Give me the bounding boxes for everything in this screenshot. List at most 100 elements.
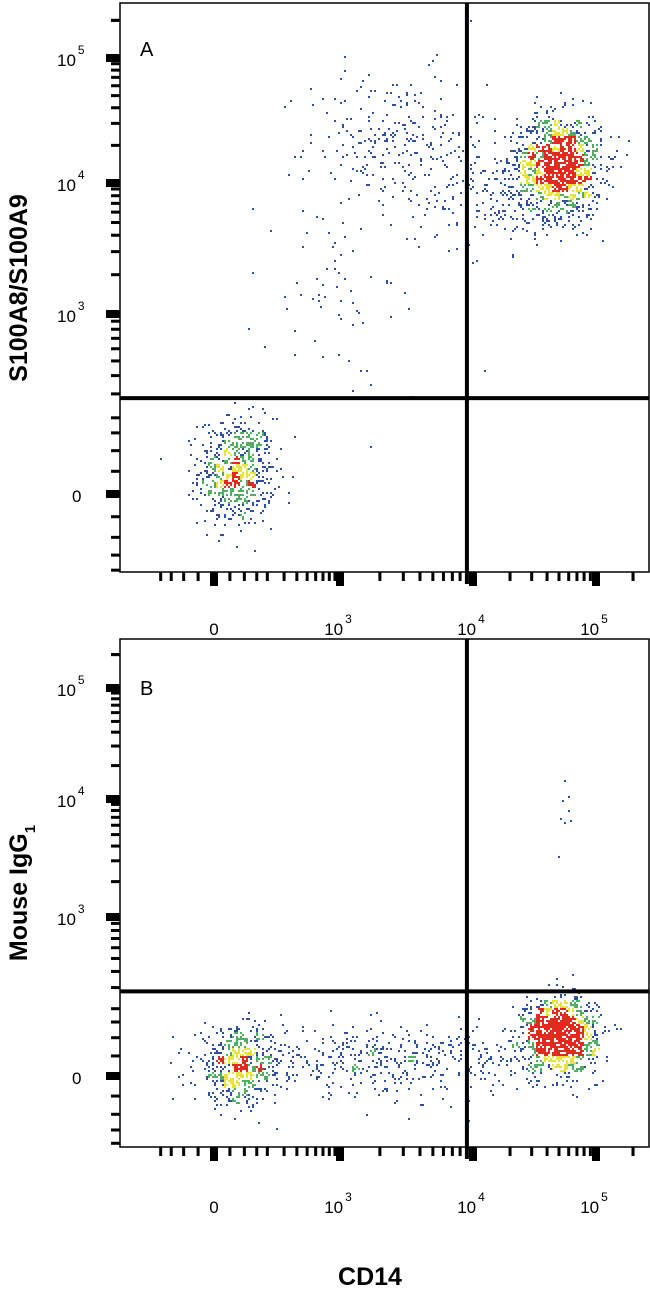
event-point — [212, 480, 214, 482]
event-point — [520, 1048, 522, 1050]
event-point — [528, 174, 530, 176]
event-point — [534, 1022, 536, 1024]
event-point — [358, 130, 360, 132]
event-point — [338, 1046, 340, 1048]
event-point — [542, 148, 544, 150]
event-point — [246, 1090, 248, 1092]
event-point — [390, 224, 392, 226]
event-point — [240, 478, 242, 480]
event-point — [228, 1046, 230, 1048]
event-point — [550, 106, 552, 108]
event-point — [558, 856, 560, 858]
y-axis-tick — [111, 201, 120, 205]
event-point — [578, 120, 580, 122]
event-point — [580, 188, 582, 190]
event-point — [380, 1052, 382, 1054]
event-point — [252, 1106, 254, 1108]
event-point — [548, 1022, 550, 1024]
event-point — [432, 60, 434, 62]
event-point — [522, 1042, 524, 1044]
event-point — [202, 478, 204, 480]
event-point — [212, 1026, 214, 1028]
event-point — [532, 154, 534, 156]
event-point — [246, 1072, 248, 1074]
event-point — [564, 1000, 566, 1002]
event-point — [558, 136, 560, 138]
event-point — [574, 142, 576, 144]
event-point — [244, 1080, 246, 1082]
event-point — [252, 476, 254, 478]
event-point — [572, 1004, 574, 1006]
event-point — [548, 150, 550, 152]
event-point — [206, 1042, 208, 1044]
event-point — [230, 1036, 232, 1038]
event-point — [268, 500, 270, 502]
event-point — [552, 1022, 554, 1024]
event-point — [588, 178, 590, 180]
event-point — [550, 170, 552, 172]
event-point — [540, 176, 542, 178]
event-point — [548, 120, 550, 122]
event-point — [302, 1066, 304, 1068]
event-point — [214, 1074, 216, 1076]
event-point — [378, 1094, 380, 1096]
event-point — [378, 200, 380, 202]
event-point — [578, 1028, 580, 1030]
event-point — [216, 452, 218, 454]
event-point — [562, 162, 564, 164]
event-point — [496, 200, 498, 202]
event-point — [262, 1038, 264, 1040]
event-point — [518, 164, 520, 166]
event-point — [276, 1064, 278, 1066]
event-point — [558, 152, 560, 154]
event-point — [566, 204, 568, 206]
event-point — [316, 278, 318, 280]
event-point — [556, 1026, 558, 1028]
event-point — [500, 182, 502, 184]
event-point — [238, 514, 240, 516]
event-point — [554, 1052, 556, 1054]
event-point — [256, 500, 258, 502]
event-point — [414, 1052, 416, 1054]
event-point — [436, 1058, 438, 1060]
event-point — [208, 474, 210, 476]
event-point — [568, 220, 570, 222]
event-point — [244, 1040, 246, 1042]
x-tick-label: 103 — [324, 1190, 352, 1217]
event-point — [286, 308, 288, 310]
event-point — [550, 1006, 552, 1008]
event-point — [536, 1042, 538, 1044]
event-point — [548, 1066, 550, 1068]
event-point — [586, 158, 588, 160]
event-point — [274, 488, 276, 490]
event-point — [542, 182, 544, 184]
y-axis-tick — [111, 233, 120, 237]
event-point — [374, 1088, 376, 1090]
event-point — [536, 164, 538, 166]
event-point — [262, 432, 264, 434]
event-point — [580, 144, 582, 146]
event-point — [558, 202, 560, 204]
event-point — [544, 152, 546, 154]
event-point — [382, 1048, 384, 1050]
event-point — [372, 1060, 374, 1062]
event-point — [420, 158, 422, 160]
event-point — [494, 142, 496, 144]
event-point — [514, 194, 516, 196]
event-point — [580, 138, 582, 140]
event-point — [548, 208, 550, 210]
event-point — [344, 1032, 346, 1034]
event-point — [526, 202, 528, 204]
event-point — [444, 208, 446, 210]
event-point — [352, 1070, 354, 1072]
event-point — [550, 182, 552, 184]
event-point — [580, 220, 582, 222]
event-point — [542, 1052, 544, 1054]
event-point — [562, 180, 564, 182]
event-point — [542, 1020, 544, 1022]
event-point — [210, 1096, 212, 1098]
event-point — [194, 1084, 196, 1086]
event-point — [548, 156, 550, 158]
